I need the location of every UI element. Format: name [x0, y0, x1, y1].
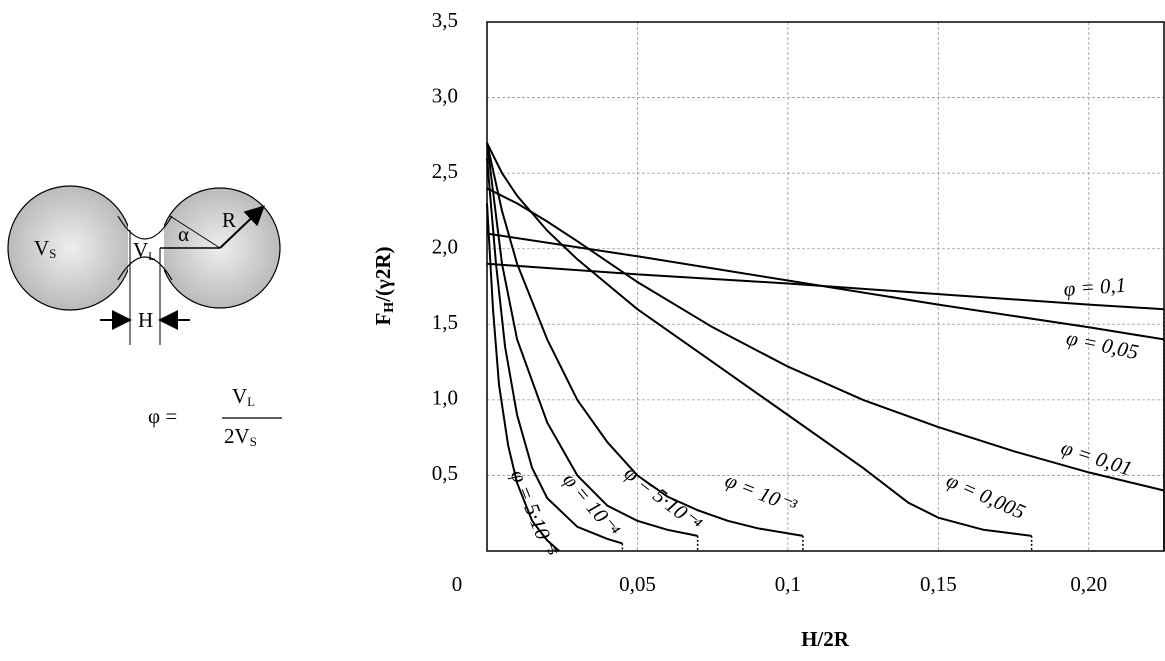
label-base: V [232, 384, 247, 408]
label-base: F [371, 313, 395, 326]
y-tick-label: 2,5 [432, 159, 458, 183]
y-tick-label: 3,5 [432, 8, 458, 32]
label-sub: L [148, 249, 155, 263]
x-tick-label: 0,15 [920, 572, 957, 596]
y-axis-label: FH/(γ2R) [371, 246, 397, 325]
formula-den: 2VS [224, 424, 257, 449]
h-label: H [138, 308, 153, 332]
series-label: φ = 0,005 [943, 468, 1029, 524]
curve [486, 142, 698, 537]
sphere [7, 185, 133, 311]
curve [486, 142, 1032, 537]
r-label: R [222, 208, 236, 232]
formula-num: VL [232, 384, 255, 409]
label-sub: H [382, 302, 397, 313]
y-tick-label: 1,5 [432, 310, 458, 334]
curve [486, 187, 1165, 492]
meniscus [117, 256, 173, 281]
series-label: φ = 5·10⁻⁵ [506, 466, 563, 560]
series-label: φ = 0,05 [1064, 326, 1140, 365]
curve [486, 203, 560, 552]
y-tick-label: 2,0 [432, 235, 458, 259]
diagram: VS VL α R H φ = VL 2VS [7, 185, 282, 449]
formula-lhs: φ = [148, 404, 177, 428]
angle-line [169, 215, 221, 249]
series-label: φ = 5·10⁻⁴ [620, 461, 707, 536]
plot-frame [486, 21, 1165, 552]
curve [486, 262, 1165, 311]
curve [486, 157, 623, 545]
label-sub: L [247, 394, 255, 409]
label-base: V [133, 238, 148, 262]
vl-label: VL [133, 238, 156, 263]
series-label: φ = 0,1 [1063, 273, 1127, 301]
x-axis-label: H/2R [801, 627, 850, 651]
curve [486, 232, 1165, 341]
x-tick-label: 0,05 [619, 572, 656, 596]
x-tick-label: 0,20 [1070, 572, 1107, 596]
curve [486, 142, 804, 537]
x-tick-label: 0,1 [775, 572, 801, 596]
label-base: V [34, 236, 49, 260]
x-tick-label: 0 [452, 572, 463, 596]
meniscus [117, 215, 173, 240]
label-sub: S [49, 246, 56, 261]
y-tick-label: 3,0 [432, 83, 458, 107]
bridge [130, 243, 162, 253]
label-rest: /(γ2R) [371, 246, 395, 302]
y-tick-label: 0,5 [432, 461, 458, 485]
series-label: φ = 10⁻⁴ [558, 468, 625, 541]
alpha-label: α [178, 222, 189, 246]
y-tick-label: 1,0 [432, 386, 458, 410]
vs-label: VS [34, 236, 56, 261]
label-base: 2V [224, 424, 250, 448]
radius-arrow [219, 205, 265, 249]
label-sub: S [250, 434, 257, 449]
